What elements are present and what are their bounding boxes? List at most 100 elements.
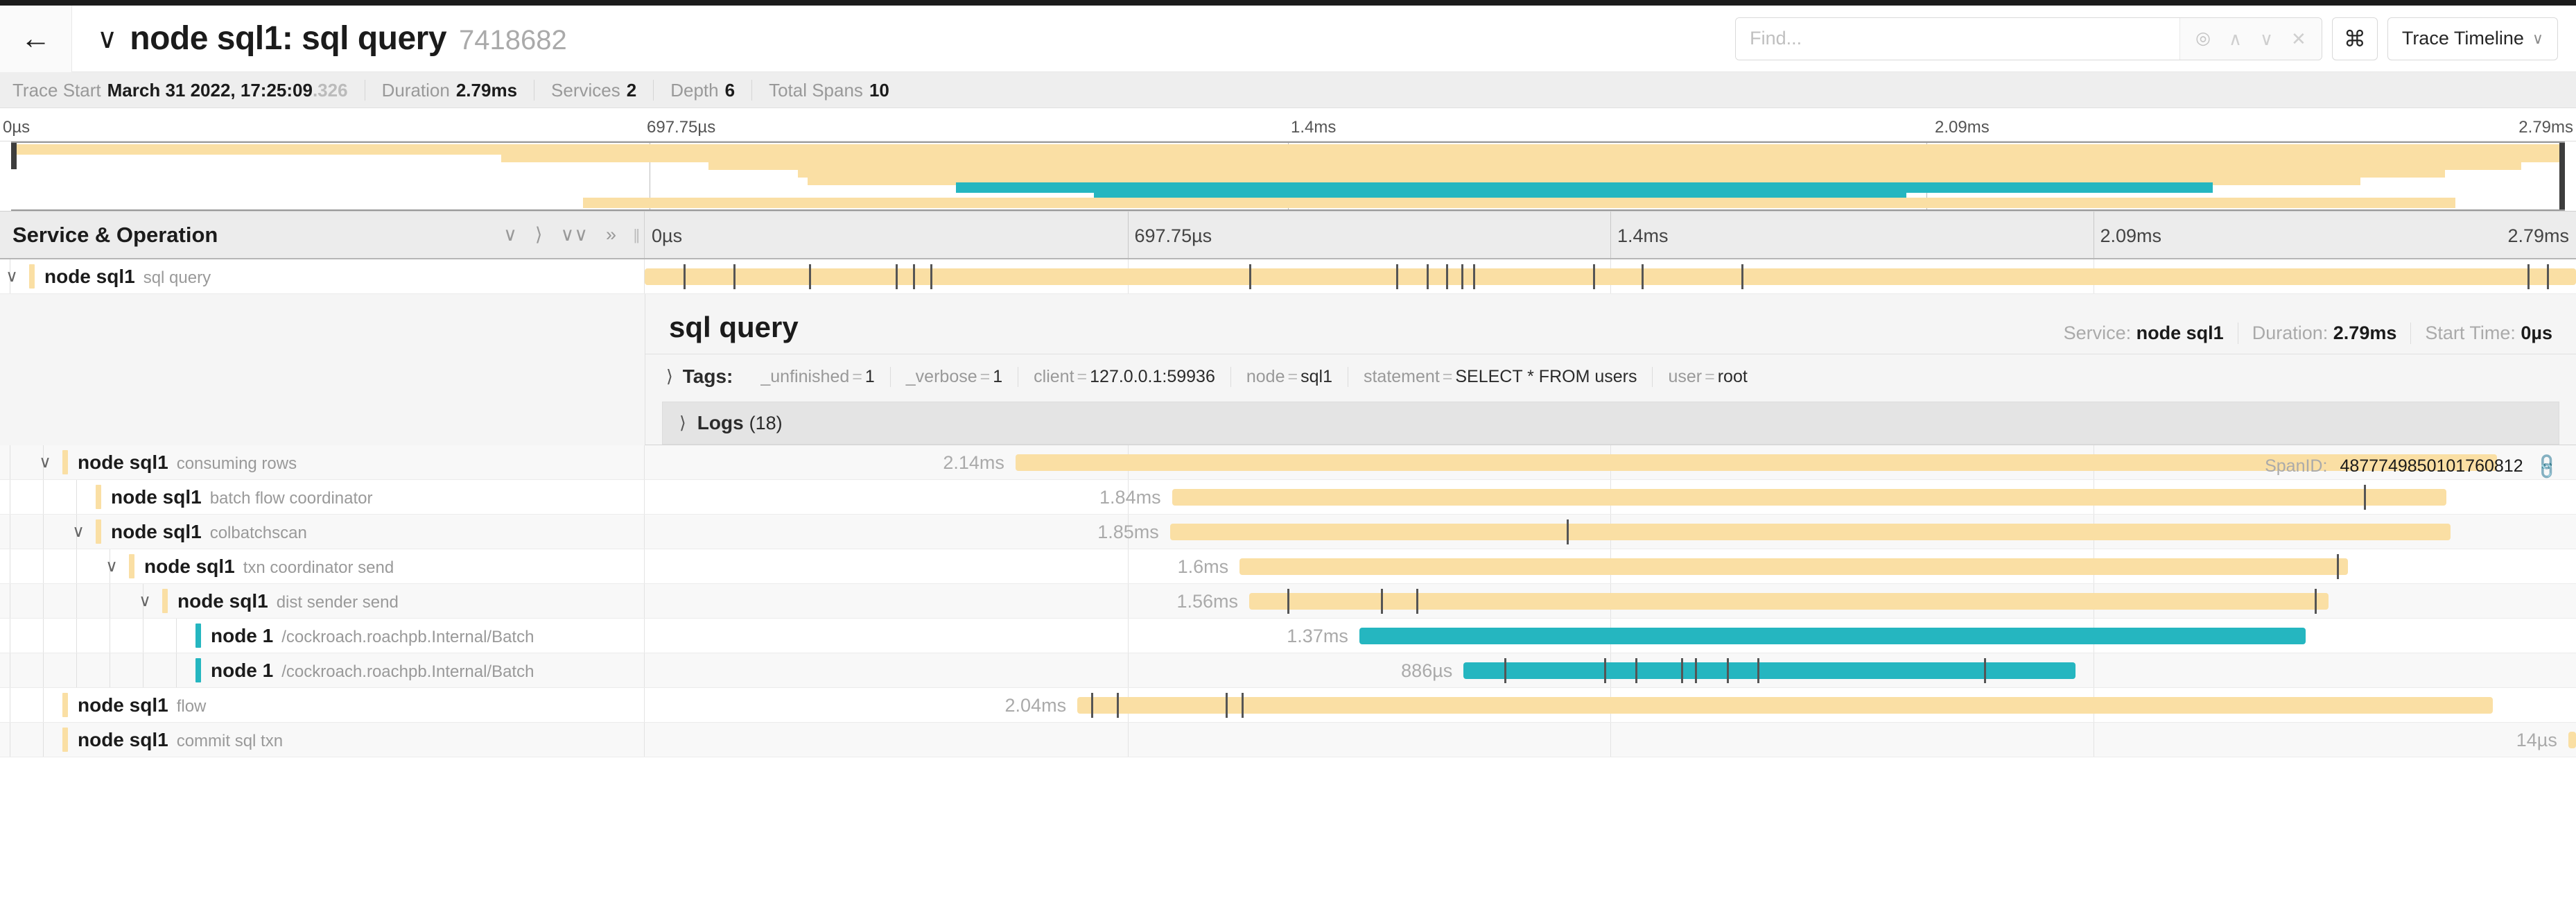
close-icon[interactable]: ✕ bbox=[2291, 28, 2306, 49]
timeline-gridline bbox=[1127, 584, 1129, 618]
double-chevron-right-icon[interactable]: » bbox=[605, 224, 616, 245]
span-bar[interactable] bbox=[1249, 589, 2329, 614]
chevron-down-icon[interactable]: ∨ bbox=[97, 23, 118, 54]
span-bar[interactable] bbox=[1239, 554, 2349, 579]
chevron-down-icon[interactable]: ∨ bbox=[2260, 28, 2274, 49]
span-row-label[interactable]: ∨ node sql1 txn coordinator send bbox=[0, 549, 645, 583]
span-detail-meta: Service: node sql1 Duration: 2.79ms Star… bbox=[2050, 322, 2552, 344]
span-log-marker bbox=[1241, 693, 1244, 718]
span-log-marker bbox=[1416, 589, 1419, 614]
span-bar-area[interactable]: 14µs bbox=[645, 723, 2576, 757]
minimap-canvas[interactable] bbox=[11, 141, 2565, 211]
chevron-right-icon[interactable]: ⟩ bbox=[666, 367, 673, 386]
span-log-marker bbox=[1461, 264, 1464, 289]
span-detail-header: sql query Service: node sql1 Duration: 2… bbox=[645, 294, 2576, 354]
span-bar-area[interactable]: 2.04ms bbox=[645, 688, 2576, 722]
timeline-gridline bbox=[1610, 212, 1611, 258]
timeline-gridline bbox=[1127, 212, 1129, 258]
span-bar-area[interactable]: 886µs bbox=[645, 653, 2576, 687]
span-bar[interactable] bbox=[1463, 658, 2076, 683]
span-row-label[interactable]: node 1/cockroach.roachpb.Internal/Batch bbox=[0, 619, 645, 653]
span-bar[interactable] bbox=[1169, 519, 2451, 544]
span-log-marker bbox=[1983, 658, 1986, 683]
span-bar-area[interactable] bbox=[645, 259, 2576, 293]
span-color-bar bbox=[62, 728, 68, 752]
minimap-drag-handle-right[interactable] bbox=[2559, 143, 2565, 209]
timeline-gridline bbox=[1127, 723, 1129, 757]
chevron-down-icon[interactable]: ∨ bbox=[503, 224, 517, 245]
span-row-label[interactable]: ∨ node sql1 dist sender send bbox=[0, 584, 645, 618]
span-row-text: node sql1 commit sql txn bbox=[78, 729, 283, 751]
tags-label: Tags: bbox=[682, 366, 733, 387]
meta-label: Total Spans bbox=[769, 79, 863, 101]
span-row[interactable]: ∨ node sql1 txn coordinator send 1.6ms bbox=[0, 549, 2576, 584]
chevron-down-icon[interactable]: ∨ bbox=[72, 522, 85, 541]
indent-guide bbox=[76, 619, 77, 653]
logs-section-toggle[interactable]: ⟩ Logs (18) bbox=[662, 402, 2559, 445]
span-bar[interactable] bbox=[2568, 732, 2576, 748]
span-bar[interactable] bbox=[1015, 454, 2497, 471]
span-operation-name: commit sql txn bbox=[176, 731, 284, 750]
span-bar-area[interactable]: 1.85ms bbox=[645, 515, 2576, 549]
span-row[interactable]: node sql1 flow 2.04ms bbox=[0, 688, 2576, 723]
span-row[interactable]: ∨ node sql1 sql query bbox=[0, 259, 2576, 294]
indent-guide bbox=[76, 515, 77, 549]
span-detail-operation: sql query bbox=[669, 311, 799, 343]
span-row-label[interactable]: node sql1 batch flow coordinator bbox=[0, 480, 645, 514]
tag-item: _verbose = 1 bbox=[891, 366, 1019, 387]
span-log-marker bbox=[930, 264, 933, 289]
span-bar[interactable] bbox=[1359, 628, 2306, 644]
span-row-label[interactable]: ∨ node sql1 consuming rows bbox=[0, 445, 645, 479]
back-button[interactable]: ← bbox=[0, 5, 72, 72]
link-icon[interactable]: 🔗 bbox=[2531, 451, 2562, 482]
trace-header: ← ∨ node sql1: sql query 7418682 ◎ ∧ ∨ ✕… bbox=[0, 5, 2576, 72]
tag-item: node = sql1 bbox=[1231, 366, 1348, 387]
page-title: node sql1: sql query bbox=[130, 20, 447, 57]
view-selector-button[interactable]: Trace Timeline ∨ bbox=[2387, 17, 2558, 60]
span-row-label[interactable]: ∨ node sql1 colbatchscan bbox=[0, 515, 645, 549]
meta-trace-start: Trace Start March 31 2022, 17:25:09.326 bbox=[12, 79, 365, 101]
keyboard-shortcuts-button[interactable]: ⌘ bbox=[2331, 17, 2378, 60]
minimap-span bbox=[583, 198, 2455, 208]
span-row-label[interactable]: node 1/cockroach.roachpb.Internal/Batch bbox=[0, 653, 645, 687]
span-bar[interactable] bbox=[1077, 693, 2494, 718]
chevron-down-icon[interactable]: ∨ bbox=[139, 592, 151, 610]
span-bar-area[interactable]: 1.37ms bbox=[645, 619, 2576, 653]
target-icon[interactable]: ◎ bbox=[2195, 28, 2211, 48]
span-row[interactable]: node 1/cockroach.roachpb.Internal/Batch 1… bbox=[0, 619, 2576, 653]
span-row[interactable]: ∨ node sql1 colbatchscan 1.85ms bbox=[0, 515, 2576, 549]
span-duration-label: 1.56ms bbox=[1176, 591, 1239, 612]
span-row-label[interactable]: ∨ node sql1 sql query bbox=[0, 259, 645, 293]
span-bar-area[interactable]: 1.56ms bbox=[645, 584, 2576, 618]
timeline-tick-label: 0µs bbox=[652, 225, 683, 246]
chevron-down-icon[interactable]: ∨ bbox=[6, 267, 18, 286]
span-bar-area[interactable]: 2.14ms bbox=[645, 445, 2576, 479]
span-tags-row[interactable]: ⟩ Tags: _unfinished = 1 _verbose = 1 client = 12… bbox=[645, 354, 2576, 399]
chevron-down-icon[interactable]: ∨ bbox=[39, 453, 51, 472]
chevron-down-icon[interactable]: ∨ bbox=[105, 557, 118, 576]
span-row[interactable]: node 1/cockroach.roachpb.Internal/Batch 8… bbox=[0, 653, 2576, 688]
span-service-name: node 1 bbox=[211, 659, 274, 681]
timeline-gridline bbox=[1127, 549, 1129, 583]
double-chevron-down-icon[interactable]: ∨∨ bbox=[560, 224, 588, 245]
span-row-label[interactable]: node sql1 commit sql txn bbox=[0, 723, 645, 757]
span-log-marker bbox=[1249, 264, 1252, 289]
chevron-right-icon[interactable]: ⟩ bbox=[534, 224, 543, 245]
span-log-marker bbox=[1567, 519, 1569, 544]
span-bar[interactable] bbox=[1172, 485, 2447, 510]
span-row[interactable]: node sql1 commit sql txn 14µs bbox=[0, 723, 2576, 757]
detail-start-time: Start Time: 0µs bbox=[2425, 322, 2552, 343]
span-row-label[interactable]: node sql1 flow bbox=[0, 688, 645, 722]
span-bar-area[interactable]: 1.6ms bbox=[645, 549, 2576, 583]
span-row[interactable]: ∨ node sql1 dist sender send 1.56ms bbox=[0, 584, 2576, 619]
span-row[interactable]: node sql1 batch flow coordinator 1.84ms bbox=[0, 480, 2576, 515]
span-service-name: node sql1 bbox=[111, 485, 202, 508]
minimap[interactable]: 0µs 697.75µs 1.4ms 2.09ms 2.79ms bbox=[0, 108, 2576, 211]
search-input[interactable] bbox=[1736, 17, 2180, 60]
span-row[interactable]: ∨ node sql1 consuming rows 2.14ms bbox=[0, 445, 2576, 480]
span-bar[interactable] bbox=[645, 264, 2576, 289]
minimap-drag-handle-left[interactable] bbox=[11, 143, 17, 169]
chevron-up-icon[interactable]: ∧ bbox=[2228, 28, 2242, 49]
span-bar-area[interactable]: 1.84ms bbox=[645, 480, 2576, 514]
column-resize-handle[interactable]: || bbox=[633, 225, 641, 243]
